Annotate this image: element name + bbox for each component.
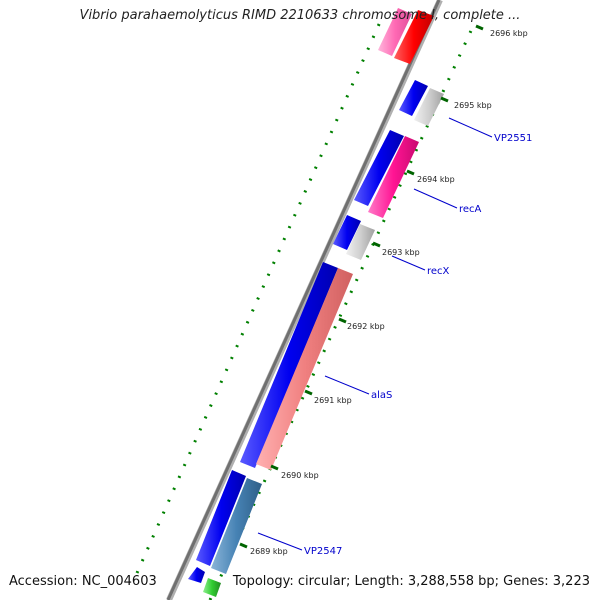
tick-label: 2696 kbp	[490, 29, 528, 38]
tick-marks	[239, 24, 484, 549]
map-title: Vibrio parahaemolyticus RIMD 2210633 chr…	[79, 8, 521, 23]
tick-2692	[338, 317, 347, 324]
gene-green[interactable]	[203, 578, 221, 597]
dotted-ring-inner	[208, 21, 477, 600]
tick-2694	[406, 169, 415, 176]
label-line-alas	[324, 375, 370, 395]
tick-2691	[304, 389, 313, 396]
tick-label: 2689 kbp	[250, 547, 288, 556]
tick-2696	[475, 24, 484, 31]
gene-forward-1[interactable]	[188, 567, 205, 583]
genome-summary-text: Topology: circular; Length: 3,288,558 bp…	[232, 574, 590, 589]
label-line-recx	[391, 255, 426, 271]
gene-forward-5[interactable]	[354, 130, 404, 206]
tick-label: 2691 kbp	[314, 396, 352, 405]
gene-vp2551[interactable]	[414, 88, 444, 126]
label-line-vp2551	[448, 117, 493, 138]
gene-alas[interactable]	[256, 268, 353, 470]
gene-label-recx[interactable]: recX	[427, 266, 450, 277]
gene-reca[interactable]	[368, 136, 419, 218]
gene-recx[interactable]	[346, 224, 375, 260]
tick-label: 2693 kbp	[382, 248, 420, 257]
tick-label: 2690 kbp	[281, 471, 319, 480]
gene-label-reca[interactable]: recA	[459, 204, 482, 215]
label-lines	[257, 117, 493, 551]
gene-vp2547[interactable]	[211, 478, 262, 574]
gene-forward-4[interactable]	[333, 215, 361, 250]
tick-label: 2694 kbp	[417, 175, 455, 184]
backbone	[166, 0, 441, 600]
gene-label-vp2551[interactable]: VP2551	[494, 133, 532, 144]
tick-label: 2695 kbp	[454, 101, 492, 110]
tick-2695	[440, 96, 449, 103]
gene-red-top[interactable]	[394, 10, 434, 64]
gene-pink-top[interactable]	[378, 8, 412, 56]
gene-label-vp2547[interactable]: VP2547	[304, 546, 342, 557]
accession-text: Accession: NC_004603	[9, 574, 157, 589]
tick-2689	[239, 542, 248, 549]
tick-2693	[372, 241, 381, 248]
tick-2690	[270, 464, 279, 471]
gene-forward-2[interactable]	[196, 470, 246, 566]
label-line-vp2547	[257, 532, 303, 551]
tick-label: 2692 kbp	[347, 322, 385, 331]
gene-forward-6[interactable]	[399, 80, 428, 116]
label-line-reca	[413, 188, 458, 209]
gene-forward-3[interactable]	[240, 262, 338, 468]
gene-label-alas[interactable]: alaS	[371, 390, 392, 401]
